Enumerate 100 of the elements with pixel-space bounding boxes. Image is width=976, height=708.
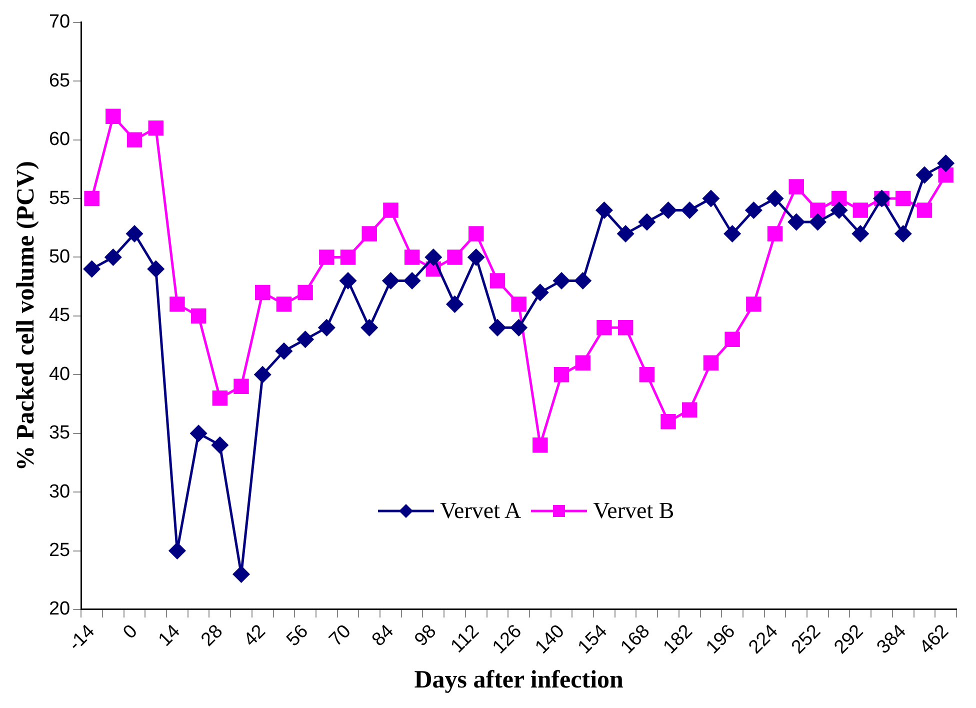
point [255, 284, 270, 300]
x-tick-label: 126 [488, 620, 526, 658]
point [126, 132, 142, 148]
x-tick-label: 42 [240, 620, 270, 651]
x-tick-label: 84 [368, 620, 398, 651]
x-axis-title: Days after infection [414, 666, 624, 694]
point [767, 226, 783, 242]
point [298, 284, 313, 300]
point [490, 273, 506, 288]
y-tick-label: 65 [48, 70, 70, 92]
point [532, 437, 548, 453]
point [382, 272, 399, 289]
point [852, 202, 868, 218]
x-tick-label: 252 [788, 620, 825, 658]
point [574, 272, 592, 289]
x-tick-label: 140 [531, 620, 569, 658]
x-tick-label: 112 [447, 620, 484, 658]
point [831, 190, 847, 206]
point [234, 378, 249, 394]
point [276, 342, 292, 360]
y-tick-label: 60 [48, 129, 70, 150]
x-tick-label: 196 [702, 620, 740, 658]
point [938, 155, 954, 172]
point [212, 436, 228, 454]
point [553, 272, 570, 289]
legend-label: Vervet A [440, 498, 522, 524]
point [532, 284, 548, 301]
point [894, 225, 912, 242]
point [212, 390, 228, 406]
point [318, 319, 335, 336]
point [703, 355, 719, 371]
point [810, 202, 826, 218]
point [639, 367, 655, 382]
point [788, 179, 804, 194]
point [554, 367, 570, 382]
y-tick-label: 45 [48, 305, 70, 326]
x-tick-label: -14 [64, 620, 100, 656]
point [468, 226, 484, 242]
y-axis-title: % Packed cell volume (PCV) [12, 161, 40, 471]
point [660, 202, 677, 219]
point [190, 308, 206, 324]
point [148, 120, 164, 136]
point [276, 296, 292, 312]
point [681, 202, 698, 219]
point [852, 225, 869, 242]
point [106, 108, 121, 124]
y-tick-label: 40 [48, 364, 70, 385]
point [468, 248, 484, 266]
x-tick-label: 168 [616, 620, 654, 658]
x-tick-label: 292 [830, 620, 868, 658]
point [404, 272, 420, 289]
point [511, 296, 526, 312]
point [84, 190, 100, 206]
x-tick-label: 14 [154, 620, 185, 651]
point [575, 355, 590, 371]
point [447, 250, 462, 265]
point [702, 190, 720, 207]
point [788, 214, 805, 230]
point [340, 250, 356, 265]
point [618, 320, 634, 336]
point [830, 202, 848, 219]
x-tick-label: 98 [410, 620, 441, 651]
point [724, 332, 740, 348]
point [319, 250, 334, 265]
y-tick-label: 30 [48, 481, 70, 502]
point [254, 366, 271, 383]
y-tick-label: 50 [48, 246, 70, 268]
point [446, 296, 464, 312]
point [510, 319, 528, 336]
y-tick-label: 25 [48, 540, 70, 561]
point [362, 226, 377, 242]
point [916, 166, 933, 184]
y-tick-label: 55 [48, 188, 70, 209]
point [383, 202, 398, 218]
x-tick-label: 70 [325, 620, 356, 651]
x-tick-label: 154 [574, 620, 612, 658]
y-tick-label: 20 [48, 598, 70, 620]
x-tick-label: 384 [873, 620, 911, 658]
x-tick-label: 56 [282, 620, 313, 651]
point [596, 202, 612, 219]
x-tick-label: 182 [660, 620, 697, 658]
legend-label: Vervet B [593, 498, 674, 524]
point [916, 202, 932, 218]
x-tick-label: 462 [916, 620, 954, 658]
point [361, 319, 378, 336]
point [682, 402, 698, 418]
point [168, 542, 186, 560]
point [617, 225, 634, 242]
point [297, 331, 314, 348]
x-tick-label: 28 [197, 620, 228, 651]
point [638, 214, 656, 230]
point [126, 225, 143, 242]
point [724, 225, 741, 242]
point [746, 296, 762, 312]
point [489, 319, 506, 336]
point [84, 260, 100, 278]
point [340, 272, 356, 289]
point [896, 190, 911, 206]
point [660, 414, 676, 430]
x-tick-label: 0 [119, 620, 142, 644]
